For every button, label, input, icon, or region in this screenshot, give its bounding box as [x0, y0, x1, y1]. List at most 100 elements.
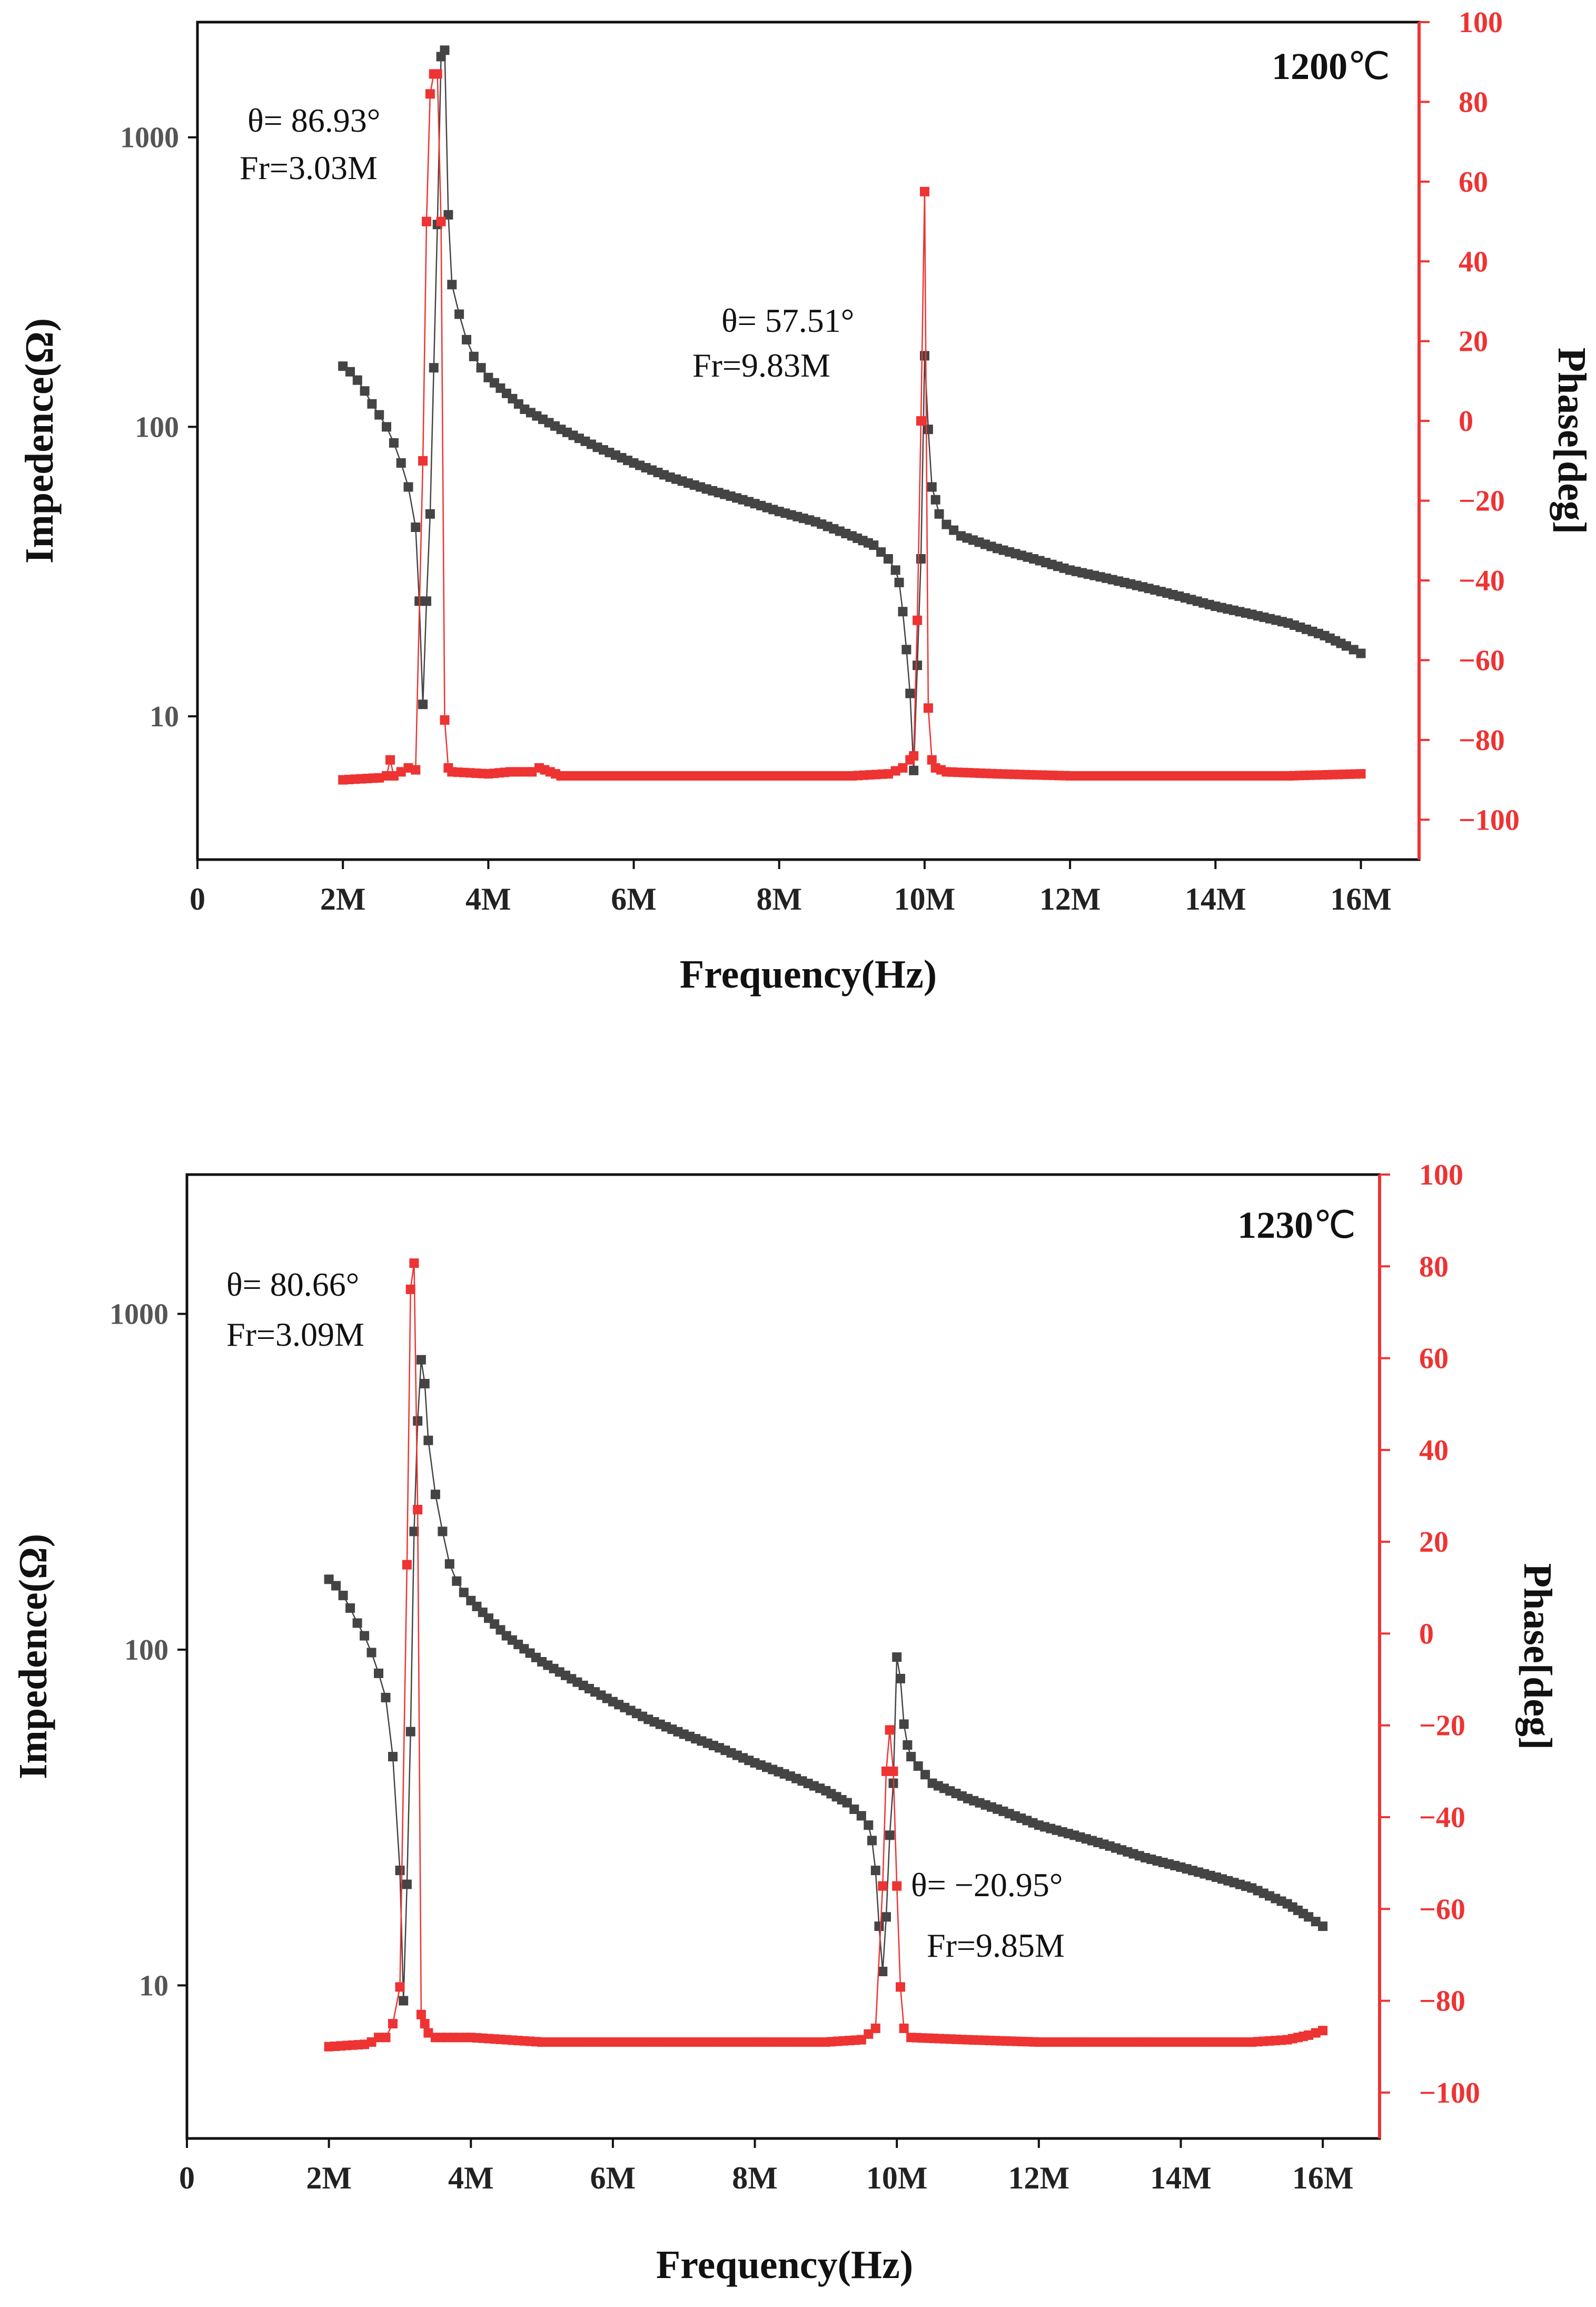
impedance-point	[360, 386, 370, 396]
phase-point	[374, 773, 384, 783]
impedance-point	[916, 554, 926, 564]
x-tick-label: 4M	[448, 2161, 494, 2195]
phase-point	[422, 216, 431, 226]
impedance-point	[403, 482, 413, 492]
left-y-tick-label: 10	[139, 1969, 168, 2002]
left-y-axis-ticks: 10 100 1000	[120, 122, 197, 733]
impedance-point	[885, 1830, 895, 1840]
x-tick-label: 10M	[866, 2161, 928, 2195]
impedance-point	[1349, 645, 1359, 655]
impedance-point	[876, 547, 886, 557]
phase-point	[440, 715, 450, 725]
phase-point	[420, 2019, 430, 2029]
x-tick-label: 0	[179, 2161, 195, 2195]
impedance-point	[425, 509, 435, 519]
impedance-point	[352, 1618, 362, 1628]
phase-point	[527, 767, 537, 777]
impedance-point	[913, 1761, 923, 1771]
phase-point	[885, 1725, 895, 1735]
impedance-point	[388, 1752, 398, 1762]
impedance-point	[870, 1866, 880, 1876]
series-group	[324, 1258, 1328, 2052]
phase-series-line	[329, 1263, 1323, 2047]
phase-point	[888, 1766, 898, 1776]
impedance-point	[416, 1355, 426, 1365]
right-y-tick-label: 0	[1459, 405, 1473, 438]
impedance-point	[381, 1692, 391, 1702]
right-y-tick-label: 80	[1459, 86, 1488, 119]
phase-point	[927, 755, 937, 765]
impedance-point	[345, 367, 355, 377]
impedance-point	[402, 1879, 412, 1889]
peak2-fr-label: Fr=9.85M	[927, 1927, 1065, 1964]
phase-point	[413, 1505, 423, 1515]
right-y-tick-label: −60	[1459, 644, 1505, 677]
impedance-point	[476, 363, 486, 373]
x-tick-label: 8M	[756, 882, 802, 916]
impedance-point	[423, 1435, 433, 1445]
right-y-tick-label: −100	[1419, 2077, 1480, 2109]
x-axis-ticks: 0 2M 4M 6M 8M 10M 12M 14M 16M	[190, 860, 1392, 916]
impedance-point	[920, 1770, 930, 1780]
impedance-point	[930, 495, 940, 505]
impedance-point	[913, 660, 923, 671]
impedance-point	[374, 410, 384, 420]
impedance-point	[374, 1668, 383, 1678]
phase-point	[870, 2023, 880, 2033]
right-y-tick-label: 100	[1459, 6, 1503, 39]
series-group	[338, 45, 1366, 785]
impedance-point	[367, 399, 377, 409]
right-y-tick-label: 20	[1419, 1526, 1449, 1559]
impedance-point	[901, 645, 911, 655]
left-y-tick-label: 1000	[120, 122, 179, 154]
phase-point	[405, 1284, 415, 1294]
phase-point	[425, 89, 435, 99]
impedance-point	[447, 280, 457, 290]
phase-point	[409, 1258, 419, 1268]
impedance-point	[360, 1631, 370, 1641]
x-tick-label: 16M	[1330, 882, 1392, 916]
right-y-tick-label: 20	[1459, 326, 1488, 358]
impedance-point	[438, 1526, 448, 1536]
phase-point	[1318, 2026, 1328, 2036]
impedance-point	[331, 1581, 341, 1591]
impedance-point	[923, 425, 933, 435]
right-y-axis-title: Phase[deg]	[1550, 348, 1594, 535]
x-tick-label: 2M	[306, 2161, 352, 2195]
phase-point	[432, 69, 442, 79]
impedance-point	[352, 375, 362, 385]
phase-point	[381, 2033, 391, 2043]
impedance-point	[881, 1912, 891, 1922]
phase-point	[892, 1881, 902, 1891]
x-tick-label: 6M	[590, 2161, 636, 2195]
x-axis-title: Frequency(Hz)	[680, 952, 937, 997]
temperature-label: 1230℃	[1237, 1204, 1356, 1246]
right-y-tick-label: −40	[1459, 565, 1505, 597]
impedance-point	[452, 1576, 462, 1586]
right-y-tick-label: 40	[1459, 245, 1488, 278]
impedance-point	[389, 438, 399, 448]
impedance-point	[892, 1652, 902, 1662]
x-tick-label: 4M	[465, 882, 511, 916]
right-y-tick-label: 0	[1419, 1618, 1434, 1650]
phase-point	[382, 771, 391, 781]
right-y-axis-ticks: −100 −80 −60 −40 −20 0 20 40 60 80 100	[1380, 1159, 1480, 2109]
impedance-point	[1318, 1921, 1328, 1931]
right-y-axis-title: Phase[deg]	[1515, 1563, 1560, 1750]
impedance-point	[338, 1591, 348, 1601]
impedance-point	[443, 210, 453, 220]
x-tick-label: 8M	[732, 2161, 778, 2195]
temperature-label: 1200℃	[1272, 45, 1390, 87]
phase-point	[923, 703, 933, 713]
right-y-tick-label: −40	[1419, 1801, 1465, 1834]
impedance-point	[896, 1673, 905, 1683]
x-tick-label: 2M	[320, 882, 366, 916]
impedance-point	[413, 1416, 423, 1426]
phase-point	[899, 2023, 909, 2033]
impedance-point	[949, 525, 959, 535]
impedance-point	[399, 1996, 409, 2006]
impedance-point	[898, 607, 908, 617]
phase-series-line	[343, 73, 1361, 781]
phase-point	[878, 1881, 888, 1891]
